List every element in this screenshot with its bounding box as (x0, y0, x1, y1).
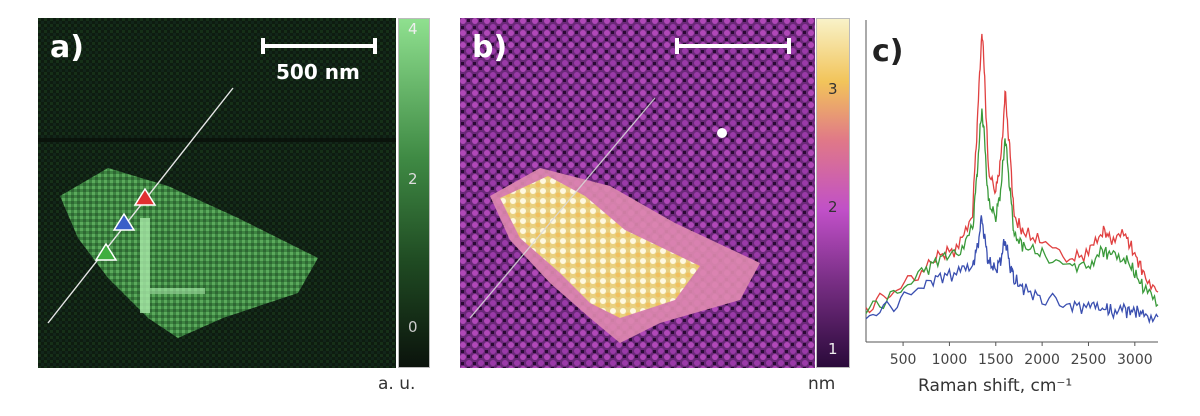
marker-blue (112, 212, 136, 231)
raman-spectrum-chart: 500 1000 1500 2000 2500 3000 (865, 20, 1159, 368)
panel-c: c) 500 1000 1500 2000 2500 3000 Raman shift, … (858, 0, 1200, 416)
colorbar-b-tick: 2 (828, 198, 838, 216)
fluorescence-map: a) 500 nm (38, 18, 396, 368)
colorbar-a-tick: 4 (408, 20, 418, 38)
colorbar-a (398, 18, 430, 368)
scalebar-a (261, 38, 377, 54)
colorbar-a-unit: a. u. (378, 374, 416, 394)
panel-a: a) 500 nm 4 2 0 a. u. (0, 0, 430, 416)
scalebar-a-label: 500 nm (276, 60, 360, 84)
panel-a-label: a) (50, 30, 84, 65)
x-axis-label: Raman shift, cm⁻¹ (918, 376, 1073, 396)
flake-core (500, 176, 700, 318)
colorbar-b-tick: 3 (828, 80, 838, 98)
panel-b-label: b) (472, 30, 508, 65)
series-line (865, 33, 1159, 314)
x-tick-label: 2000 (1024, 352, 1060, 368)
x-tick-label: 1000 (932, 352, 968, 368)
colorbar-b-tick: 1 (828, 340, 838, 358)
x-tick-label: 2500 (1071, 352, 1107, 368)
series-line (865, 215, 1159, 325)
marker-red (133, 187, 157, 206)
marker-green (94, 242, 118, 261)
height-map: b) (460, 18, 815, 368)
height-map-image (460, 18, 815, 368)
x-tick-label: 1500 (978, 352, 1014, 368)
panel-b: b) 3 2 1 nm (440, 0, 860, 416)
series-line (865, 108, 1159, 314)
colorbar-a-tick: 0 (408, 318, 418, 336)
panel-c-label: c) (872, 34, 904, 69)
colorbar-b (816, 18, 850, 368)
colorbar-a-tick: 2 (408, 170, 418, 188)
fluorescence-map-image (38, 18, 396, 368)
x-tick-label: 500 (890, 352, 917, 368)
x-tick-label: 3000 (1117, 352, 1153, 368)
scalebar-b (675, 38, 791, 54)
flake-region (60, 168, 318, 338)
colorbar-b-unit: nm (808, 374, 836, 394)
